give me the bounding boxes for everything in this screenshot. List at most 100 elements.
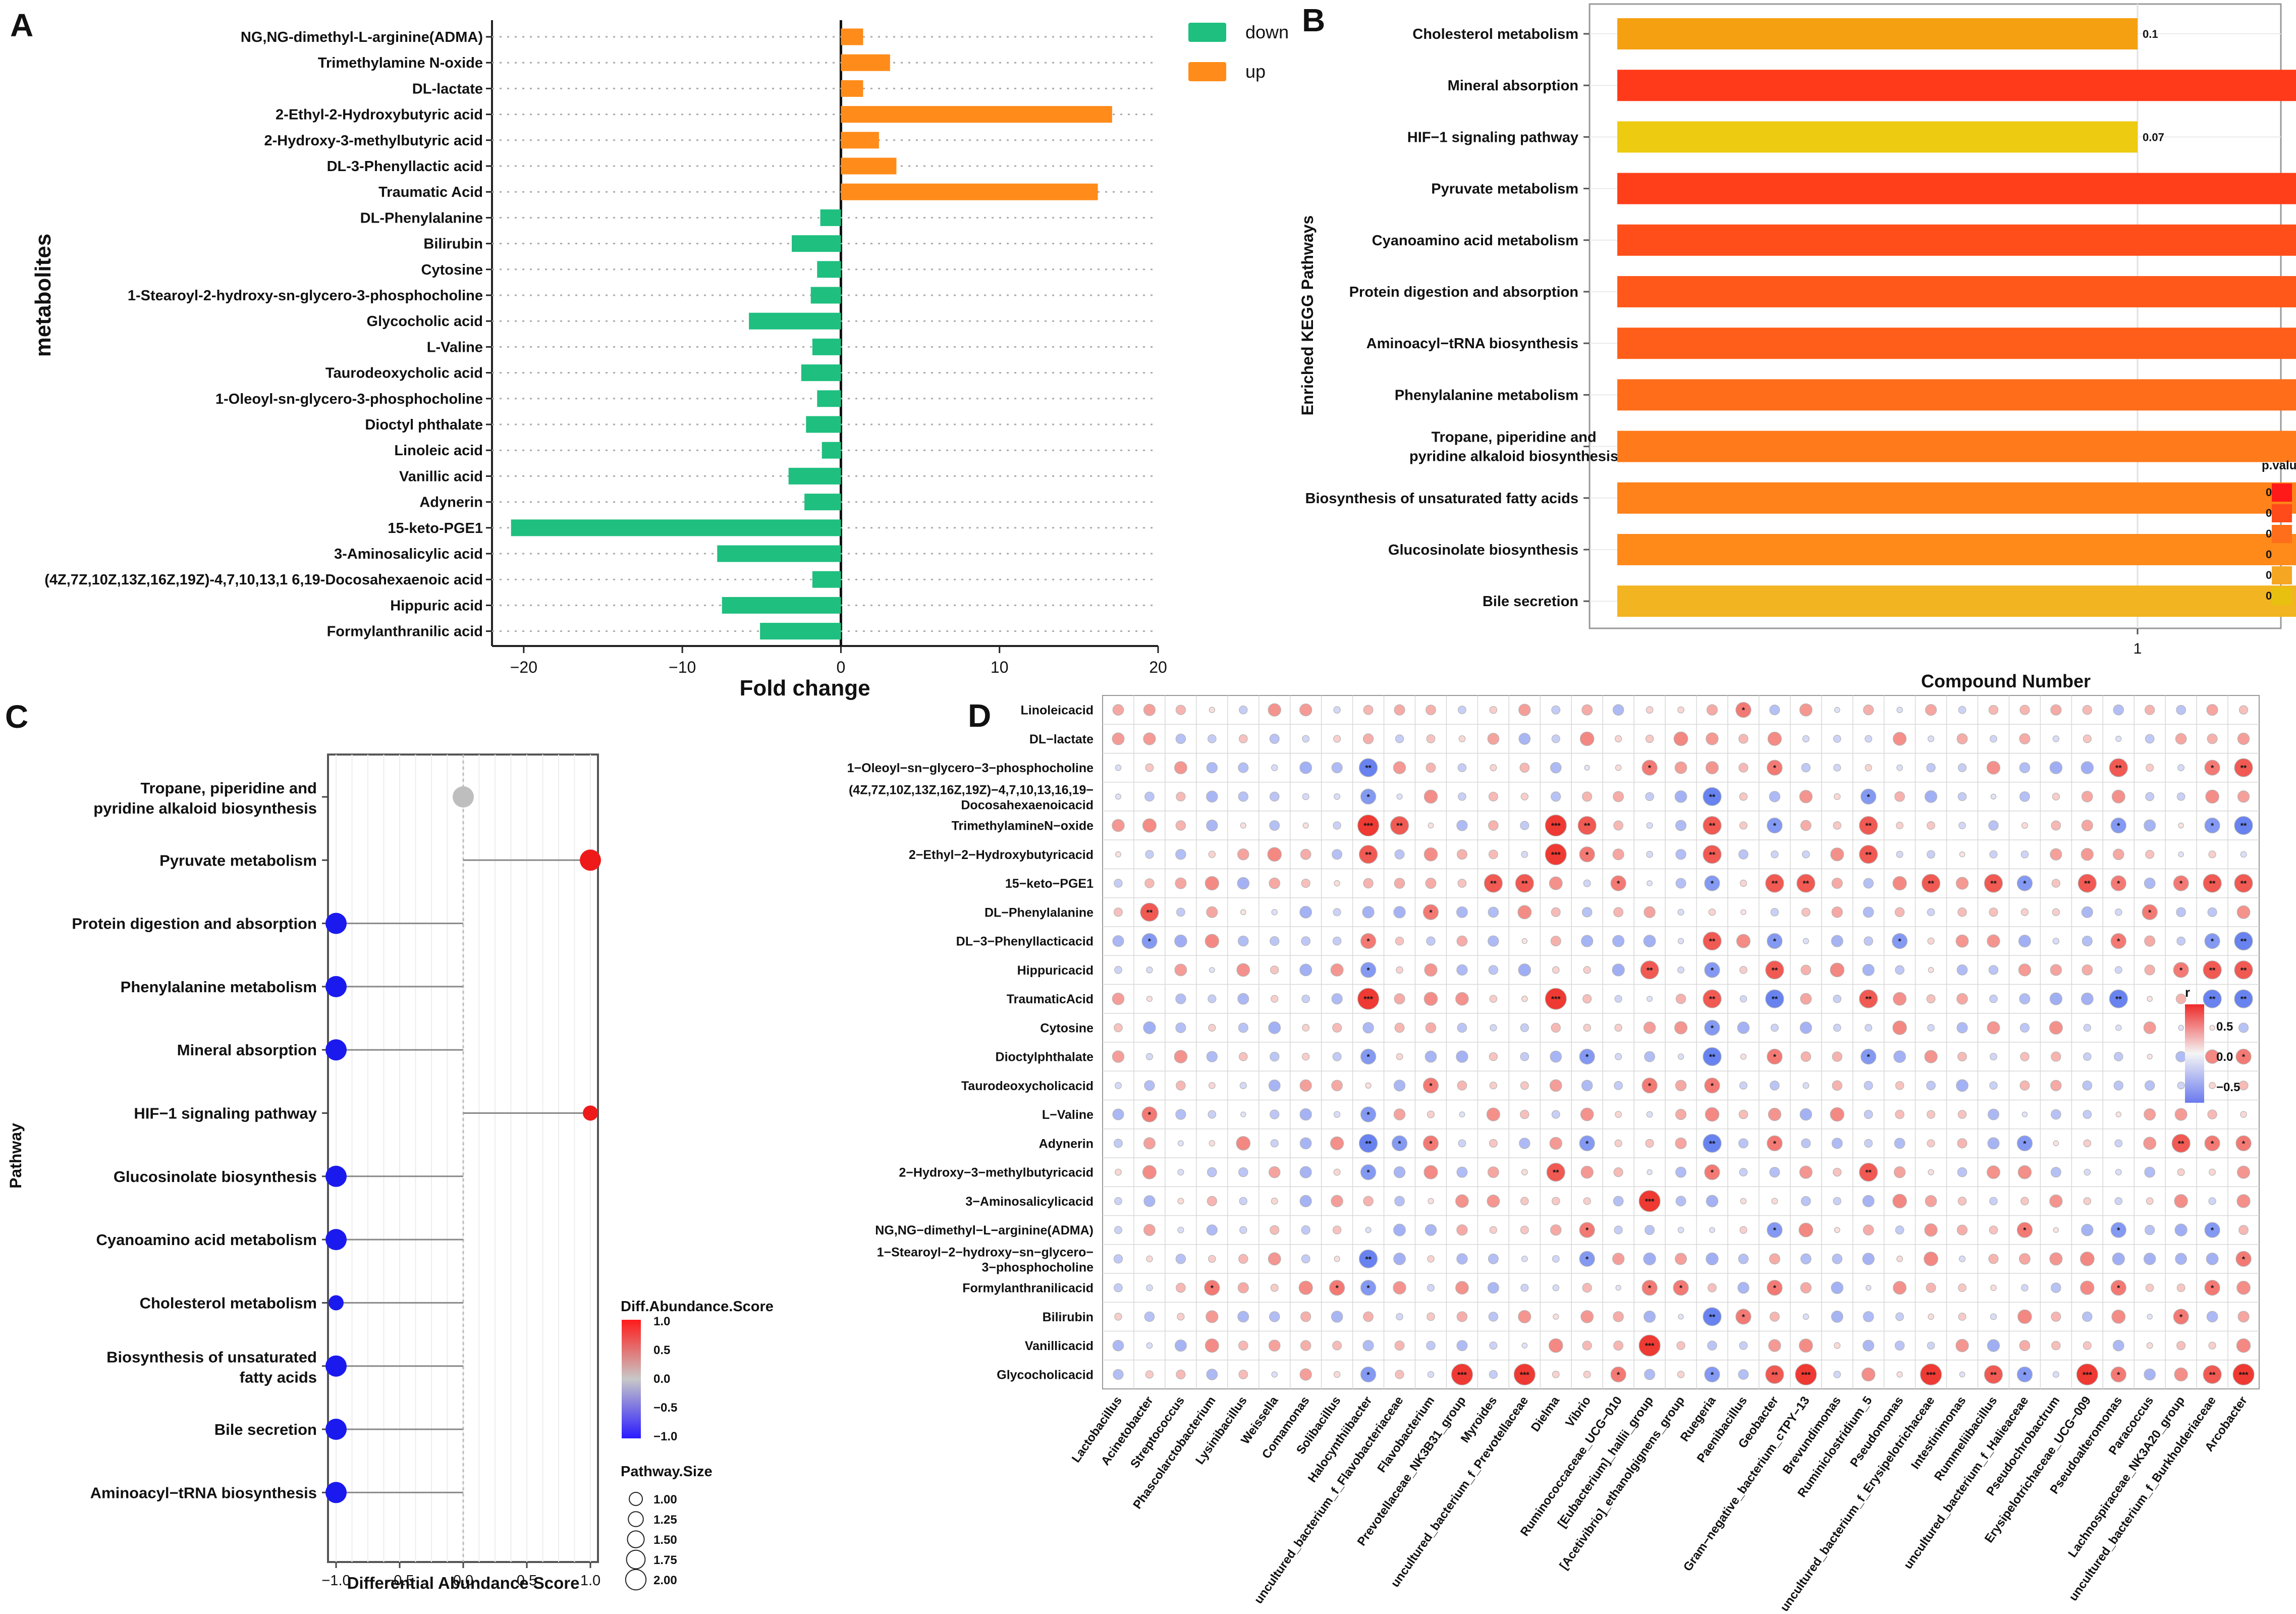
correlation-bubble bbox=[1146, 1284, 1153, 1292]
correlation-bubble bbox=[1455, 992, 1469, 1006]
correlation-bubble bbox=[1859, 816, 1878, 835]
correlation-bubble bbox=[1270, 1225, 1280, 1235]
correlation-bubble bbox=[1865, 1284, 1872, 1291]
correlation-bubble bbox=[1833, 994, 1842, 1003]
correlation-bubble bbox=[1208, 994, 1217, 1003]
correlation-bubble bbox=[2203, 989, 2222, 1008]
correlation-bubble bbox=[1894, 791, 1905, 802]
correlation-bubble bbox=[1987, 1021, 2000, 1035]
correlation-bubble bbox=[1175, 820, 1186, 831]
correlation-bubble bbox=[1956, 733, 1968, 744]
correlation-bubble bbox=[1489, 1139, 1498, 1148]
category-label: Cholesterol metabolism bbox=[1412, 26, 1578, 42]
row-label: NG,NG−dimethyl−L−arginine(ADMA) bbox=[875, 1223, 1094, 1238]
correlation-bubble bbox=[1362, 733, 1374, 744]
correlation-bubble bbox=[1270, 965, 1279, 975]
correlation-bubble bbox=[2145, 705, 2155, 715]
correlation-bubble bbox=[1769, 1167, 1780, 1178]
correlation-bubble bbox=[1988, 820, 1999, 831]
correlation-bubble bbox=[1862, 1253, 1875, 1265]
correlation-bubble bbox=[1143, 732, 1156, 745]
category-label: Glycocholic acid bbox=[367, 313, 483, 330]
correlation-bubble bbox=[1394, 849, 1405, 859]
correlation-bubble bbox=[1613, 907, 1624, 918]
correlation-bubble bbox=[1238, 1023, 1248, 1033]
correlation-bubble bbox=[2144, 1080, 2155, 1091]
correlation-bubble bbox=[1205, 1338, 1219, 1353]
legend-title: p.value bbox=[2262, 459, 2296, 472]
significance-mark: * bbox=[1586, 1053, 1589, 1062]
correlation-bubble bbox=[1799, 703, 1813, 717]
significance-mark: *** bbox=[1645, 1342, 1655, 1351]
significance-mark: * bbox=[1586, 1255, 1589, 1264]
correlation-bubble bbox=[1863, 1339, 1875, 1352]
correlation-bubble bbox=[1488, 1312, 1499, 1322]
correlation-bubble bbox=[1612, 935, 1625, 947]
bar bbox=[841, 106, 1112, 123]
significance-mark: * bbox=[1366, 966, 1370, 975]
correlation-bubble bbox=[1333, 1168, 1341, 1176]
correlation-bubble bbox=[1484, 874, 1503, 893]
correlation-bubble bbox=[1988, 1108, 1999, 1120]
correlation-bubble bbox=[1551, 705, 1561, 715]
correlation-bubble bbox=[2234, 932, 2253, 951]
correlation-bubble bbox=[1175, 993, 1186, 1004]
correlation-bubble bbox=[1237, 877, 1249, 890]
correlation-bubble bbox=[1706, 1252, 1719, 1266]
correlation-bubble bbox=[2020, 850, 2029, 858]
correlation-bubble bbox=[1674, 1021, 1687, 1035]
correlation-bubble bbox=[1703, 1134, 1722, 1153]
correlation-bubble bbox=[1237, 993, 1249, 1005]
correlation-bubble bbox=[1765, 874, 1784, 893]
correlation-bubble bbox=[1458, 706, 1466, 714]
correlation-bubble bbox=[1987, 1137, 2000, 1150]
correlation-bubble bbox=[1864, 1139, 1873, 1148]
correlation-bubble bbox=[2240, 851, 2247, 858]
bar bbox=[792, 235, 841, 252]
correlation-bubble bbox=[1989, 1197, 1998, 1206]
correlation-bubble bbox=[1299, 1137, 1312, 1150]
correlation-bubble bbox=[1394, 878, 1405, 889]
correlation-bubble bbox=[1393, 761, 1406, 774]
correlation-bubble bbox=[1675, 820, 1687, 831]
significance-mark: ** bbox=[1865, 1169, 1872, 1177]
significance-mark: ** bbox=[1365, 1140, 1372, 1148]
correlation-bubble bbox=[1957, 1167, 1967, 1177]
correlation-bubble bbox=[1612, 704, 1624, 716]
legend-swatch bbox=[2272, 587, 2292, 605]
correlation-bubble bbox=[1892, 1194, 1907, 1209]
significance-mark: ** bbox=[1803, 880, 1810, 888]
correlation-bubble bbox=[2235, 1251, 2252, 1267]
correlation-bubble bbox=[2174, 1108, 2188, 1121]
significance-mark: ** bbox=[1865, 995, 1872, 1004]
correlation-bubble bbox=[2176, 907, 2186, 918]
correlation-bubble bbox=[1795, 1363, 1817, 1385]
bar bbox=[1617, 328, 2296, 359]
correlation-bubble bbox=[1334, 793, 1341, 800]
correlation-bubble bbox=[2237, 1165, 2251, 1179]
correlation-bubble bbox=[1767, 1222, 1783, 1238]
correlation-bubble bbox=[1360, 788, 1377, 804]
correlation-bubble bbox=[1703, 845, 1722, 864]
correlation-bubble bbox=[1457, 879, 1467, 888]
correlation-bubble bbox=[2145, 849, 2155, 859]
correlation-bubble bbox=[1365, 1227, 1372, 1233]
category-label: Vanillic acid bbox=[399, 468, 483, 485]
correlation-bubble bbox=[1299, 1108, 1312, 1121]
correlation-bubble bbox=[1583, 1024, 1591, 1032]
correlation-bubble bbox=[1769, 1311, 1780, 1322]
significance-mark: * bbox=[2211, 1140, 2214, 1148]
correlation-bubble bbox=[1863, 705, 1874, 716]
correlation-bubble bbox=[2176, 792, 2185, 801]
correlation-bubble bbox=[1645, 1139, 1654, 1148]
correlation-bubble bbox=[1800, 1196, 1811, 1206]
correlation-bubble bbox=[1363, 705, 1374, 715]
correlation-bubble bbox=[1143, 1021, 1156, 1034]
category-label: pyridine alkaloid biosynthesis bbox=[1409, 449, 1618, 465]
correlation-bubble bbox=[1646, 851, 1653, 858]
correlation-bubble bbox=[1647, 880, 1653, 887]
correlation-bubble bbox=[1206, 762, 1218, 774]
correlation-bubble bbox=[1332, 1052, 1342, 1061]
correlation-bubble bbox=[1205, 876, 1219, 891]
significance-mark: * bbox=[1648, 1082, 1652, 1091]
